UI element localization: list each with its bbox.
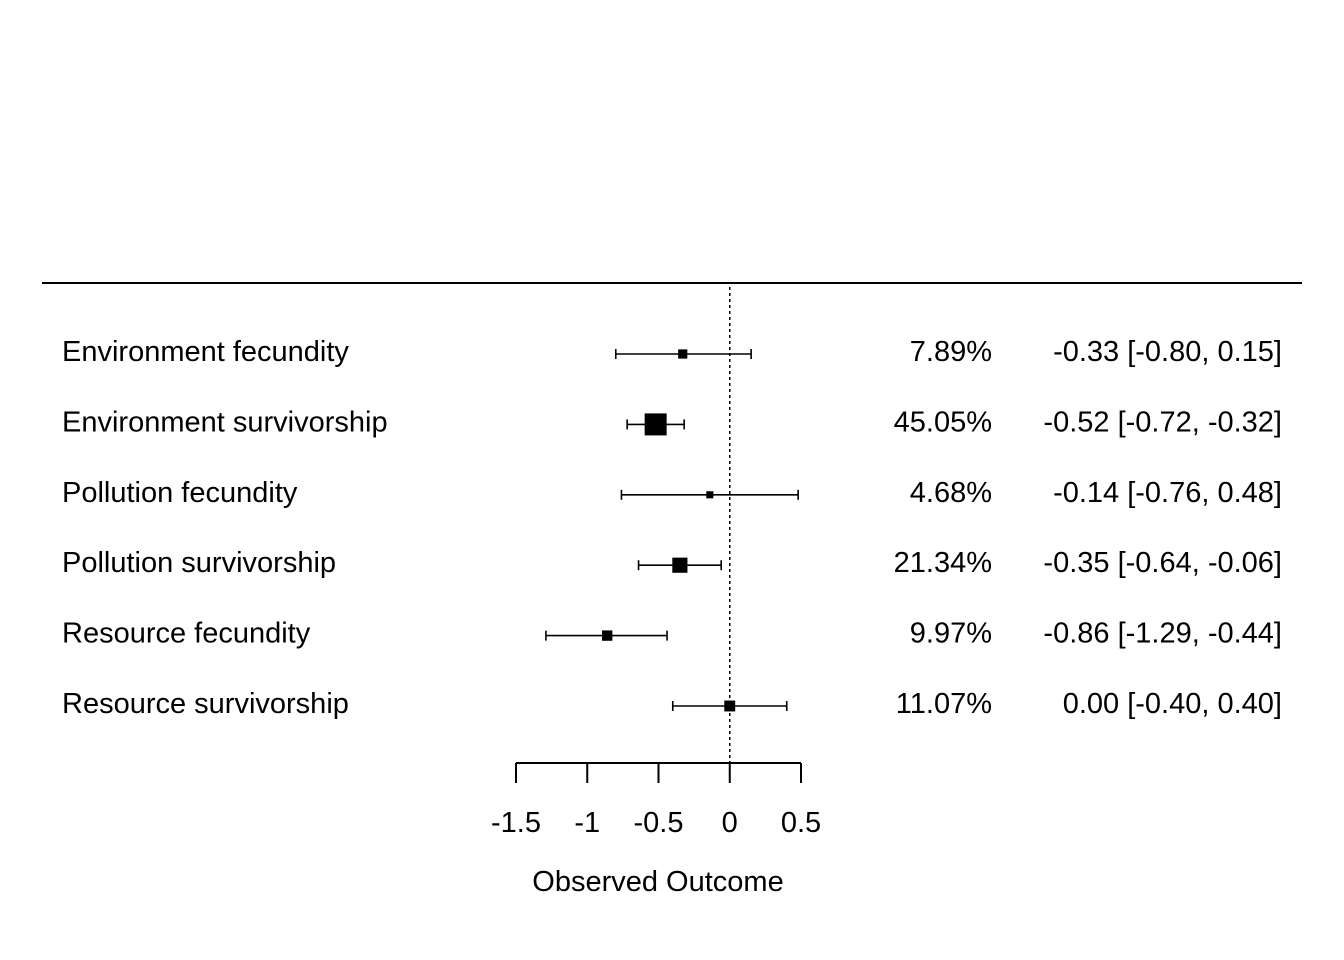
x-tick-label: -0.5 xyxy=(634,807,684,839)
point-estimate-square xyxy=(724,700,736,712)
weight-label: 11.07% xyxy=(896,688,992,720)
estimate-ci-label: 0.00 [-0.40, 0.40] xyxy=(1063,688,1282,720)
x-axis: -1.5 -1 -0.5 0 0.5 xyxy=(491,762,821,839)
study-rows: Environment fecundity 7.89% -0.33 [-0.80, … xyxy=(62,336,1282,720)
estimate-ci-label: -0.35 [-0.64, -0.06] xyxy=(1043,547,1282,579)
study-row: Pollution fecundity 4.68% -0.14 [-0.76, 0.… xyxy=(62,477,1282,509)
point-estimate-square xyxy=(644,413,667,436)
weight-label: 7.89% xyxy=(910,336,992,368)
point-estimate-square xyxy=(706,491,714,499)
study-label: Resource fecundity xyxy=(62,618,311,650)
study-label: Pollution fecundity xyxy=(62,477,298,509)
weight-label: 45.05% xyxy=(894,406,992,438)
study-label: Pollution survivorship xyxy=(62,547,336,579)
point-estimate-square xyxy=(672,557,688,573)
weight-label: 9.97% xyxy=(910,618,992,650)
x-tick-label: 0 xyxy=(722,807,738,839)
x-tick-label: 0.5 xyxy=(781,807,821,839)
study-label: Environment fecundity xyxy=(62,336,349,368)
study-label: Environment survivorship xyxy=(62,406,388,438)
x-axis-label: Observed Outcome xyxy=(532,866,783,898)
weight-label: 4.68% xyxy=(910,477,992,509)
estimate-ci-label: -0.33 [-0.80, 0.15] xyxy=(1053,336,1282,368)
x-tick-label: -1.5 xyxy=(491,807,541,839)
study-row: Resource survivorship 11.07% 0.00 [-0.40,… xyxy=(62,688,1282,720)
study-row: Environment fecundity 7.89% -0.33 [-0.80, … xyxy=(62,336,1282,368)
estimate-ci-label: -0.86 [-1.29, -0.44] xyxy=(1043,618,1282,650)
point-estimate-square xyxy=(678,349,688,359)
study-row: Pollution survivorship 21.34% -0.35 [-0.64… xyxy=(62,547,1282,579)
estimate-ci-label: -0.52 [-0.72, -0.32] xyxy=(1043,406,1282,438)
study-row: Resource fecundity 9.97% -0.86 [-1.29, -0.… xyxy=(62,618,1282,650)
weight-label: 21.34% xyxy=(894,547,992,579)
estimate-ci-label: -0.14 [-0.76, 0.48] xyxy=(1053,477,1282,509)
x-tick-label: -1 xyxy=(574,807,600,839)
study-row: Environment survivorship 45.05% -0.52 [-0.… xyxy=(62,406,1282,438)
study-label: Resource survivorship xyxy=(62,688,349,720)
point-estimate-square xyxy=(602,630,613,641)
